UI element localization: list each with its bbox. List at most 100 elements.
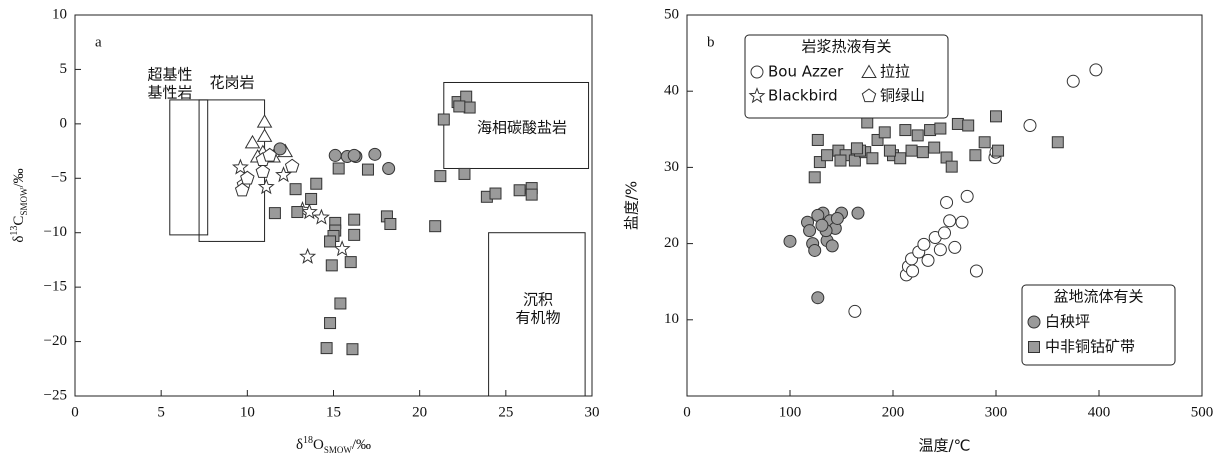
point bbox=[960, 189, 974, 203]
legend-marker bbox=[861, 64, 877, 78]
point bbox=[334, 297, 347, 310]
point bbox=[312, 208, 330, 225]
point bbox=[256, 114, 273, 128]
point bbox=[325, 259, 338, 272]
point bbox=[808, 171, 821, 184]
point bbox=[255, 164, 271, 178]
y-tick-label: 50 bbox=[664, 6, 679, 22]
legend-marker bbox=[750, 65, 764, 79]
x-tick-label: 0 bbox=[71, 404, 79, 420]
label-part: C bbox=[11, 216, 27, 226]
region-label: 有机物 bbox=[515, 309, 560, 327]
point bbox=[803, 224, 817, 238]
x-tick-label: 30 bbox=[585, 404, 600, 420]
point bbox=[906, 264, 920, 278]
point bbox=[866, 152, 879, 165]
point bbox=[1089, 63, 1103, 77]
point bbox=[821, 149, 834, 162]
legend-box bbox=[1021, 284, 1176, 366]
point bbox=[813, 156, 826, 169]
point bbox=[992, 144, 1005, 157]
point bbox=[962, 119, 975, 132]
point bbox=[969, 149, 982, 162]
point bbox=[861, 116, 874, 129]
point bbox=[1066, 74, 1080, 88]
point bbox=[811, 291, 825, 305]
point bbox=[275, 166, 292, 183]
point bbox=[289, 183, 302, 196]
point bbox=[825, 239, 839, 253]
point bbox=[938, 226, 951, 240]
point bbox=[434, 170, 447, 183]
point bbox=[344, 256, 357, 269]
legend-label: Bou Azzer bbox=[768, 63, 844, 81]
point bbox=[955, 215, 969, 229]
point bbox=[324, 317, 337, 330]
point bbox=[899, 124, 912, 137]
point bbox=[320, 342, 333, 355]
point bbox=[848, 154, 861, 167]
point bbox=[231, 158, 249, 175]
y-tick-label: 0 bbox=[60, 115, 68, 131]
label-part: 13 bbox=[9, 226, 20, 236]
axis-label: δ13CSMOW/‰ bbox=[9, 168, 29, 242]
point bbox=[851, 206, 865, 220]
point bbox=[924, 124, 937, 137]
point bbox=[1051, 136, 1064, 149]
point bbox=[878, 126, 891, 139]
label-part: SMOW bbox=[324, 445, 353, 455]
point bbox=[284, 158, 300, 173]
region-box bbox=[198, 99, 266, 242]
label-part: O bbox=[313, 437, 324, 453]
region-label: 沉积 bbox=[523, 291, 553, 309]
point bbox=[883, 144, 896, 157]
region-label: 超基性 bbox=[147, 66, 192, 84]
legend-label: 中非铜钴矿带 bbox=[1045, 338, 1135, 356]
x-tick-label: 300 bbox=[985, 404, 1008, 420]
legend-label: Blackbird bbox=[768, 87, 838, 105]
point bbox=[848, 304, 862, 318]
point bbox=[951, 117, 964, 130]
axis-label: δ18OSMOW/‰ bbox=[296, 435, 371, 455]
point bbox=[300, 203, 318, 220]
point bbox=[328, 148, 342, 162]
point bbox=[905, 144, 918, 157]
point bbox=[513, 184, 526, 197]
y-tick-label: 20 bbox=[664, 235, 679, 251]
point bbox=[382, 161, 396, 175]
point bbox=[911, 129, 924, 142]
point bbox=[348, 228, 361, 241]
point bbox=[240, 170, 255, 185]
point bbox=[921, 253, 935, 267]
point bbox=[1023, 118, 1037, 132]
point bbox=[437, 113, 450, 126]
point bbox=[808, 243, 822, 257]
point bbox=[969, 264, 983, 278]
point bbox=[324, 235, 337, 248]
legend-label: 白秧坪 bbox=[1045, 313, 1090, 331]
region-box bbox=[169, 99, 209, 236]
y-tick-label: −20 bbox=[44, 333, 67, 349]
point bbox=[348, 213, 361, 226]
point bbox=[268, 207, 281, 220]
x-tick-label: 0 bbox=[683, 404, 691, 420]
point bbox=[894, 152, 907, 165]
panel-label: a bbox=[95, 34, 102, 50]
y-tick-label: 40 bbox=[664, 83, 679, 99]
label-part: /‰ bbox=[11, 168, 27, 187]
point bbox=[871, 133, 884, 146]
point bbox=[234, 182, 250, 197]
y-tick-label: −5 bbox=[51, 170, 67, 186]
x-tick-label: 400 bbox=[1088, 404, 1111, 420]
point bbox=[934, 122, 947, 135]
point bbox=[384, 218, 397, 231]
point bbox=[458, 167, 471, 180]
point bbox=[463, 101, 476, 114]
label-part: δ bbox=[296, 437, 303, 453]
x-tick-label: 100 bbox=[779, 404, 802, 420]
y-tick-label: 30 bbox=[664, 159, 679, 175]
point bbox=[299, 247, 317, 264]
legend-title: 岩浆热液有关 bbox=[801, 38, 891, 56]
y-tick-label: 10 bbox=[52, 6, 67, 22]
